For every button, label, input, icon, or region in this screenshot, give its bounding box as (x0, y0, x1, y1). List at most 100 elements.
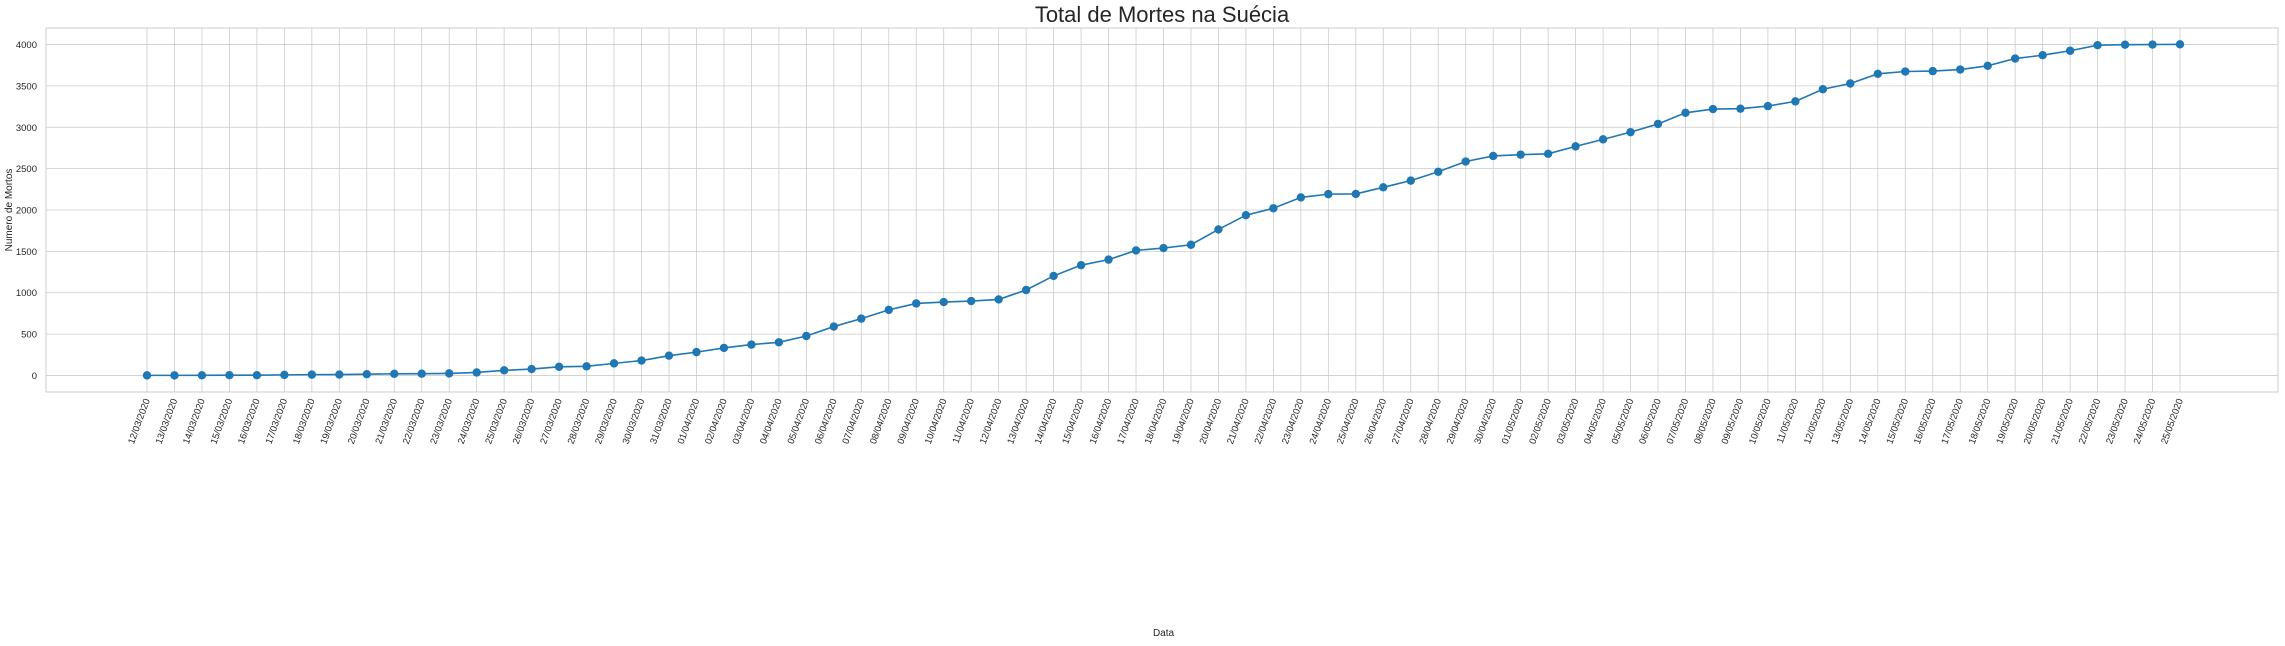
data-point (2148, 40, 2157, 49)
x-tick-label: 16/04/2020 (1088, 397, 1115, 445)
x-tick-label: 11/04/2020 (951, 397, 977, 445)
x-tick-label: 29/03/2020 (593, 397, 620, 445)
data-point (1653, 119, 1663, 129)
x-tick-label: 13/05/2020 (1830, 397, 1857, 445)
x-tick-label: 03/04/2020 (731, 397, 758, 445)
y-axis-ticks: 0 500 1000 1500 2000 2500 3000 3500 4000 (16, 40, 37, 382)
data-point (1626, 127, 1635, 137)
data-point (170, 371, 179, 380)
data-point (966, 296, 976, 306)
data-point (637, 356, 646, 365)
data-point (582, 362, 591, 371)
x-tick-label: 05/04/2020 (786, 397, 813, 445)
data-point (1516, 150, 1525, 159)
x-tick-label: 07/04/2020 (841, 397, 868, 445)
data-point (939, 297, 948, 307)
x-tick-label: 25/05/2020 (2159, 397, 2186, 445)
y-tick-label: 0 (32, 371, 37, 382)
x-tick-label: 17/05/2020 (1939, 397, 1966, 445)
x-tick-label: 09/05/2020 (1720, 397, 1747, 445)
data-point (609, 359, 619, 368)
x-tick-label: 27/03/2020 (538, 397, 565, 445)
data-point (2175, 40, 2185, 49)
x-tick-label: 20/05/2020 (2022, 397, 2049, 445)
x-tick-label: 14/05/2020 (1857, 397, 1884, 445)
data-point (1928, 66, 1937, 76)
data-point (1406, 176, 1415, 185)
x-tick-label: 28/03/2020 (566, 397, 593, 445)
x-tick-label: 29/04/2020 (1445, 397, 1472, 445)
data-point (1434, 167, 1443, 176)
data-point (1791, 97, 1800, 106)
data-point (664, 351, 674, 360)
data-point (1846, 79, 1855, 88)
x-tick-label: 31/03/2020 (648, 397, 675, 445)
data-point (1461, 157, 1470, 166)
x-tick-label: 24/05/2020 (2132, 397, 2159, 445)
data-point (1049, 271, 1058, 281)
data-point (1736, 104, 1745, 113)
x-tick-label: 13/03/2020 (154, 397, 181, 445)
data-point (252, 371, 262, 380)
x-tick-label: 08/04/2020 (868, 397, 895, 445)
y-tick-label: 1000 (16, 288, 37, 299)
x-tick-label: 23/05/2020 (2104, 397, 2131, 445)
data-point (527, 364, 536, 374)
data-point (225, 371, 234, 380)
data-point (445, 369, 454, 378)
data-point (1104, 255, 1113, 264)
x-tick-label: 10/05/2020 (1747, 397, 1774, 445)
data-point (1571, 142, 1580, 151)
x-tick-label: 22/05/2020 (2077, 397, 2104, 445)
data-point (2065, 46, 2075, 55)
x-tick-label: 14/03/2020 (181, 397, 208, 445)
x-tick-label: 15/04/2020 (1060, 397, 1087, 445)
data-point (1763, 101, 1773, 111)
data-point (1983, 61, 1992, 71)
y-tick-label: 2000 (16, 206, 37, 217)
y-tick-label: 3000 (16, 123, 37, 134)
data-point (857, 314, 866, 323)
y-tick-label: 500 (21, 330, 37, 341)
x-tick-label: 19/03/2020 (319, 397, 346, 445)
data-point (1708, 104, 1718, 114)
x-tick-label: 03/05/2020 (1555, 397, 1582, 445)
x-tick-label: 12/03/2020 (126, 397, 153, 445)
data-point (1488, 151, 1498, 161)
x-tick-label: 10/04/2020 (923, 397, 950, 445)
data-point (2093, 41, 2102, 50)
x-tick-label: 17/04/2020 (1115, 397, 1142, 445)
x-tick-label: 27/04/2020 (1390, 397, 1417, 445)
x-tick-label: 06/05/2020 (1637, 397, 1664, 445)
x-tick-label: 04/05/2020 (1582, 397, 1609, 445)
data-point (1186, 240, 1196, 249)
x-tick-label: 11/05/2020 (1775, 397, 1801, 445)
x-tick-label: 19/04/2020 (1170, 397, 1197, 445)
x-tick-label: 18/03/2020 (291, 397, 318, 445)
x-tick-label: 28/04/2020 (1417, 397, 1444, 445)
y-tick-label: 1500 (16, 247, 37, 258)
data-point (2120, 40, 2130, 49)
x-tick-label: 08/05/2020 (1692, 397, 1719, 445)
x-tick-label: 20/04/2020 (1198, 397, 1225, 445)
x-tick-label: 18/05/2020 (1967, 397, 1994, 445)
data-point (499, 366, 509, 375)
data-point (1131, 246, 1141, 255)
x-tick-label: 24/04/2020 (1308, 397, 1335, 445)
x-tick-label: 09/04/2020 (895, 397, 922, 445)
data-point (719, 343, 729, 353)
plot-frame (45, 27, 2279, 393)
x-tick-label: 23/03/2020 (428, 397, 455, 445)
x-tick-label: 30/04/2020 (1472, 397, 1499, 445)
x-tick-label: 21/04/2020 (1225, 397, 1252, 445)
x-tick-label: 22/04/2020 (1253, 397, 1280, 445)
data-point (1543, 149, 1553, 159)
data-point (1598, 135, 1608, 144)
x-tick-label: 15/05/2020 (1884, 397, 1911, 445)
data-point (335, 370, 344, 379)
data-point (747, 340, 756, 349)
x-tick-label: 25/03/2020 (483, 397, 510, 445)
x-tick-label: 12/05/2020 (1802, 397, 1829, 445)
data-point (1681, 108, 1690, 117)
x-tick-label: 24/03/2020 (456, 397, 483, 445)
